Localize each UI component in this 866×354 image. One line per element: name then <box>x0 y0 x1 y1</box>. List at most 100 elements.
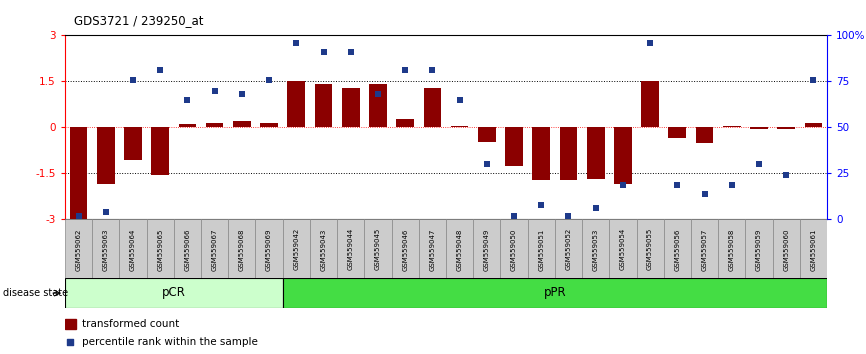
Point <box>289 40 303 46</box>
Text: GSM559054: GSM559054 <box>620 228 626 270</box>
FancyBboxPatch shape <box>282 219 310 278</box>
Point <box>425 68 439 73</box>
Bar <box>65 319 76 329</box>
FancyBboxPatch shape <box>746 219 772 278</box>
Bar <box>695 127 714 143</box>
FancyBboxPatch shape <box>146 219 174 278</box>
Point <box>398 68 412 73</box>
Bar <box>559 127 578 180</box>
Bar <box>614 127 631 184</box>
Text: GSM559046: GSM559046 <box>402 228 408 270</box>
FancyBboxPatch shape <box>365 219 391 278</box>
FancyBboxPatch shape <box>501 219 527 278</box>
Bar <box>124 127 142 160</box>
Point <box>806 77 820 82</box>
Text: GDS3721 / 239250_at: GDS3721 / 239250_at <box>74 14 204 27</box>
Text: GSM559042: GSM559042 <box>294 228 300 270</box>
FancyBboxPatch shape <box>555 219 582 278</box>
Point <box>99 209 113 215</box>
Point <box>262 77 276 82</box>
Text: GSM559050: GSM559050 <box>511 228 517 270</box>
Text: GSM559065: GSM559065 <box>158 228 163 270</box>
Point <box>752 161 766 167</box>
FancyBboxPatch shape <box>391 219 419 278</box>
Point <box>670 182 684 187</box>
Bar <box>69 127 87 219</box>
Bar <box>314 84 333 127</box>
Text: GSM559051: GSM559051 <box>539 228 544 270</box>
FancyBboxPatch shape <box>772 219 800 278</box>
Bar <box>260 123 278 127</box>
Text: GSM559045: GSM559045 <box>375 228 381 270</box>
FancyBboxPatch shape <box>255 219 282 278</box>
Point <box>698 191 712 196</box>
Text: percentile rank within the sample: percentile rank within the sample <box>82 337 258 347</box>
Point <box>344 49 358 55</box>
FancyBboxPatch shape <box>527 219 555 278</box>
FancyBboxPatch shape <box>637 219 663 278</box>
Text: GSM559056: GSM559056 <box>675 228 681 270</box>
Bar <box>587 127 604 179</box>
Point <box>317 49 331 55</box>
Bar <box>397 119 414 127</box>
Point <box>589 206 603 211</box>
Bar <box>505 127 523 166</box>
FancyBboxPatch shape <box>65 219 92 278</box>
FancyBboxPatch shape <box>718 219 746 278</box>
Text: GSM559067: GSM559067 <box>211 228 217 271</box>
FancyBboxPatch shape <box>174 219 201 278</box>
Text: GSM559057: GSM559057 <box>701 228 708 270</box>
Point <box>72 213 86 219</box>
FancyBboxPatch shape <box>691 219 718 278</box>
Text: GSM559063: GSM559063 <box>103 228 109 271</box>
Bar <box>533 127 550 180</box>
FancyBboxPatch shape <box>610 219 637 278</box>
Point <box>371 91 385 97</box>
Bar <box>669 127 686 138</box>
Point <box>779 172 793 178</box>
Text: pPR: pPR <box>544 286 566 299</box>
Bar <box>288 81 305 127</box>
Point <box>235 91 249 97</box>
FancyBboxPatch shape <box>800 219 827 278</box>
Text: GSM559052: GSM559052 <box>565 228 572 270</box>
Text: GSM559047: GSM559047 <box>430 228 436 270</box>
Text: GSM559053: GSM559053 <box>592 228 598 270</box>
Point <box>453 97 467 103</box>
Text: GSM559058: GSM559058 <box>729 228 734 270</box>
Bar <box>450 126 469 127</box>
FancyBboxPatch shape <box>473 219 501 278</box>
Bar <box>723 126 740 127</box>
Point <box>63 339 77 344</box>
FancyBboxPatch shape <box>92 219 120 278</box>
Point <box>561 213 575 219</box>
Point <box>480 161 494 167</box>
Bar <box>152 127 169 175</box>
FancyBboxPatch shape <box>663 219 691 278</box>
FancyBboxPatch shape <box>419 219 446 278</box>
Point <box>643 40 657 46</box>
Text: GSM559055: GSM559055 <box>647 228 653 270</box>
Bar <box>750 127 768 129</box>
Point <box>153 68 167 73</box>
Bar <box>641 81 659 127</box>
Point <box>507 213 521 219</box>
Bar <box>206 123 223 127</box>
Bar <box>778 127 795 129</box>
Text: GSM559060: GSM559060 <box>783 228 789 271</box>
Bar <box>342 87 359 127</box>
Bar <box>369 84 387 127</box>
Text: GSM559069: GSM559069 <box>266 228 272 271</box>
Text: GSM559043: GSM559043 <box>320 228 326 270</box>
Text: GSM559044: GSM559044 <box>348 228 353 270</box>
FancyBboxPatch shape <box>201 219 229 278</box>
Point <box>616 182 630 187</box>
Point <box>725 182 739 187</box>
Text: disease state: disease state <box>3 288 68 298</box>
FancyBboxPatch shape <box>582 219 610 278</box>
FancyBboxPatch shape <box>120 219 146 278</box>
Text: GSM559059: GSM559059 <box>756 228 762 270</box>
FancyBboxPatch shape <box>446 219 473 278</box>
Bar <box>178 124 197 127</box>
FancyBboxPatch shape <box>282 278 827 308</box>
